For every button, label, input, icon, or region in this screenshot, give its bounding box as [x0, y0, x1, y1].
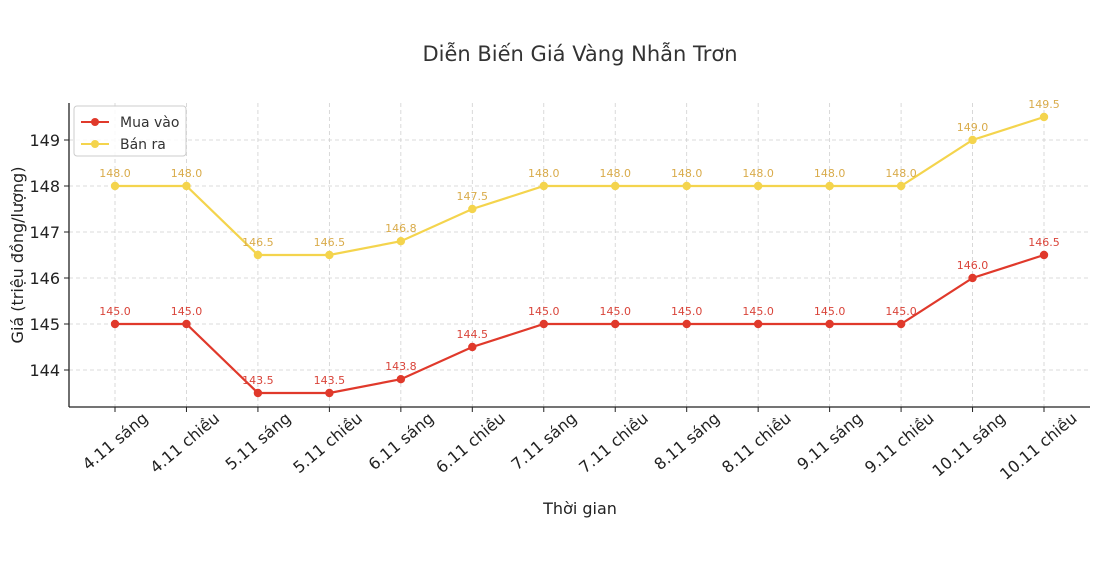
data-point — [896, 319, 906, 329]
x-tick-label: 5.11 sáng — [222, 409, 295, 474]
y-tick-label: 147 — [29, 223, 60, 242]
legend-item-ban-ra: Bán ra — [81, 137, 166, 153]
data-label: 145.0 — [814, 305, 846, 318]
x-tick-label: 9.11 sáng — [793, 409, 866, 474]
data-label: 144.5 — [457, 328, 489, 341]
legend-marker-icon — [91, 118, 99, 126]
y-tick-label: 144 — [29, 361, 60, 380]
data-label: 148.0 — [599, 167, 631, 180]
x-tick-label: 10.11 chiều — [996, 409, 1080, 484]
data-label: 145.0 — [885, 305, 917, 318]
data-label: 146.5 — [242, 236, 274, 249]
data-label: 145.0 — [742, 305, 774, 318]
chart-title: Diễn Biến Giá Vàng Nhẫn Trơn — [422, 41, 737, 66]
data-point — [896, 181, 906, 191]
data-point — [253, 250, 263, 260]
x-tick-label: 5.11 chiều — [289, 409, 366, 478]
axes — [68, 103, 1090, 408]
data-label: 148.0 — [528, 167, 560, 180]
x-tick-label: 4.11 chiều — [146, 409, 223, 478]
y-tick-label: 145 — [29, 315, 60, 334]
data-point — [1039, 112, 1049, 122]
y-axis-label: Giá (triệu đồng/lượng) — [8, 167, 27, 344]
data-label: 148.0 — [99, 167, 131, 180]
data-label: 146.0 — [957, 259, 989, 272]
data-label: 145.0 — [671, 305, 703, 318]
legend-marker-icon — [91, 140, 99, 148]
data-point — [468, 342, 477, 352]
data-point — [182, 181, 191, 191]
data-point — [682, 319, 691, 329]
data-point — [325, 388, 334, 398]
x-tick-label: 6.11 chiều — [432, 409, 509, 478]
data-point — [182, 319, 191, 329]
data-point — [968, 135, 977, 145]
data-label: 145.0 — [99, 305, 131, 318]
legend-item-mua-vao: Mua vào — [81, 115, 179, 131]
data-label: 149.0 — [957, 121, 989, 134]
data-label: 148.0 — [671, 167, 703, 180]
x-tick-label: 7.11 sáng — [507, 409, 580, 474]
data-label: 148.0 — [814, 167, 846, 180]
data-point — [682, 181, 691, 191]
legend-label: Mua vào — [120, 115, 179, 131]
x-tick-label: 4.11 sáng — [79, 409, 152, 474]
data-point — [539, 319, 548, 329]
data-point — [611, 319, 620, 329]
data-label: 148.0 — [885, 167, 917, 180]
x-tick-label: 8.11 chiều — [718, 409, 795, 478]
data-point — [396, 237, 406, 246]
data-point — [968, 273, 977, 283]
data-point — [110, 181, 120, 191]
data-point — [753, 319, 763, 329]
data-point — [539, 181, 548, 191]
data-point — [1039, 250, 1049, 260]
series-1: 148.0 148.0 146.5 146.5 146.8 147.5 148.0 148.0… — [99, 98, 1060, 260]
legend: Mua vào Bán ra — [73, 105, 187, 157]
grid-lines — [69, 103, 1090, 407]
data-label: 145.0 — [599, 305, 631, 318]
data-label: 148.0 — [742, 167, 774, 180]
data-point — [468, 204, 477, 214]
y-tick-label: 148 — [29, 177, 60, 196]
data-label: 143.8 — [385, 360, 417, 373]
data-series: 145.0 145.0 143.5 143.5 143.8 144.5 145.0 145.0… — [99, 98, 1060, 398]
data-label: 149.5 — [1028, 98, 1060, 111]
data-point — [825, 319, 834, 329]
data-point — [325, 250, 334, 260]
data-point — [110, 319, 120, 329]
legend-label: Bán ra — [120, 137, 166, 153]
data-label: 146.5 — [1028, 236, 1060, 249]
data-point — [825, 181, 834, 191]
x-axis-label: Thời gian — [542, 499, 617, 518]
data-label: 145.0 — [528, 305, 560, 318]
data-label: 145.0 — [171, 305, 203, 318]
series-0: 145.0 145.0 143.5 143.5 143.8 144.5 145.0 145.0… — [99, 236, 1060, 398]
data-label: 147.5 — [457, 190, 489, 203]
data-label: 146.5 — [314, 236, 346, 249]
y-tick-label: 149 — [29, 131, 60, 150]
x-tick-label: 7.11 chiều — [575, 409, 652, 478]
data-point — [396, 375, 406, 384]
data-point — [753, 181, 763, 191]
x-tick-label: 6.11 sáng — [365, 409, 438, 474]
data-label: 143.5 — [242, 374, 274, 387]
data-label: 143.5 — [314, 374, 346, 387]
data-point — [611, 181, 620, 191]
data-label: 146.8 — [385, 222, 417, 235]
y-axis-ticks: 144 145 146 147 148 149 — [29, 131, 69, 380]
data-point — [253, 388, 263, 398]
data-label: 148.0 — [171, 167, 203, 180]
y-tick-label: 146 — [29, 269, 60, 288]
x-tick-label: 9.11 chiều — [861, 409, 938, 478]
x-tick-label: 8.11 sáng — [650, 409, 723, 474]
